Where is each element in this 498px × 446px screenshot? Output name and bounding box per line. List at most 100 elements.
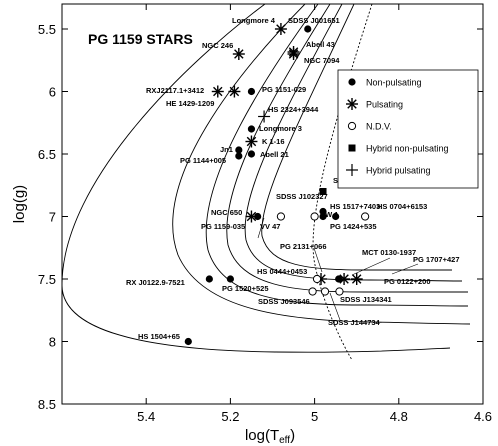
- point-label: NGC 650: [211, 208, 242, 217]
- legend-item: N.D.V.: [347, 121, 392, 132]
- y-tick-label: 8.5: [38, 397, 56, 412]
- x-tick-label: 5.2: [221, 409, 239, 424]
- data-point: [245, 210, 258, 223]
- y-tick-labels: 5.5 6 6.5 7 7.5 8 8.5: [38, 22, 56, 412]
- data-point: [350, 273, 363, 285]
- data-point: [308, 287, 317, 296]
- point-label: K 1-16: [262, 137, 285, 146]
- point-label: PG 1159-035: [201, 222, 245, 231]
- point-label: SDSS J093546: [258, 297, 310, 306]
- legend-marker: [348, 78, 356, 86]
- legend-marker: [346, 98, 358, 110]
- chart-title: PG 1159 STARS: [88, 31, 193, 47]
- data-point: [226, 275, 234, 283]
- legend-label: Pulsating: [366, 100, 403, 110]
- point-label: PG 0122+200: [384, 277, 431, 286]
- x-tick-label: 4.8: [390, 409, 408, 424]
- leader-line: [329, 292, 341, 321]
- data-point: [247, 125, 256, 133]
- data-points: [184, 23, 370, 346]
- point-label: PG 1707+427: [413, 255, 460, 264]
- point-label: SDSS J102327: [276, 192, 328, 201]
- evolutionary-track: [244, 4, 463, 282]
- point-label: HS 1517+7403: [330, 202, 380, 211]
- point-label: HS 2324+3944: [268, 105, 319, 114]
- legend-label: Hybrid non-pulsating: [366, 144, 449, 154]
- point-label: SDSS J001651: [288, 16, 340, 25]
- data-point: [287, 46, 300, 58]
- legend-item: Pulsating: [346, 98, 403, 110]
- leader-line: [391, 263, 419, 275]
- x-tick-label: 5.4: [137, 409, 155, 424]
- y-tick-label: 5.5: [38, 22, 56, 37]
- data-point: [338, 273, 351, 285]
- legend-box: [337, 69, 479, 189]
- point-label: PG 1151-029: [262, 85, 306, 94]
- data-point: [247, 87, 256, 96]
- evolutionary-track: [226, 4, 468, 293]
- point-label: SDSS J144734: [328, 318, 381, 327]
- point-label: Abell 43: [306, 40, 335, 49]
- data-point: [258, 110, 271, 123]
- data-point: [184, 337, 192, 346]
- point-label: Jn1: [220, 145, 233, 154]
- y-axis-label: log(g): [11, 185, 28, 223]
- point-label: Longmore 3: [259, 124, 302, 133]
- point-label: MCT 0130-1937: [362, 248, 416, 257]
- legend-marker: [346, 164, 358, 176]
- point-label: HS 0704+6153: [377, 202, 427, 211]
- point-label: VV 47: [260, 222, 280, 231]
- data-point: [232, 48, 245, 60]
- x-tick-label: 5: [311, 409, 318, 424]
- data-point: [332, 212, 340, 221]
- legend-marker: [347, 121, 357, 131]
- y-tick-label: 7.5: [38, 272, 56, 287]
- y-tick-label: 8: [49, 335, 56, 350]
- point-labels: Longmore 4 SDSS J001651 NGC 246 Abell 43 NGC…: [126, 16, 460, 341]
- label-leaders: [257, 217, 419, 321]
- data-point: [274, 23, 287, 35]
- x-axis-label: log(Teff): [245, 427, 295, 446]
- data-point: [335, 287, 344, 296]
- x-tick-label: 4.6: [474, 409, 492, 424]
- data-point: [235, 146, 243, 154]
- legend-label: N.D.V.: [366, 122, 392, 132]
- point-label: PG 2131+066: [280, 242, 327, 251]
- evolutionary-track: [62, 4, 451, 353]
- point-label: HS 0444+0453: [257, 267, 307, 276]
- point-label: RXJ2117.1+3412: [146, 86, 204, 95]
- data-point: [312, 274, 322, 284]
- legend-item: Hybrid non-pulsating: [348, 144, 449, 154]
- data-point: [319, 207, 327, 216]
- point-label: HS 1504+65: [138, 332, 180, 341]
- data-point: [319, 212, 327, 221]
- data-point: [211, 85, 224, 98]
- y-tick-label: 7: [49, 210, 56, 225]
- data-point: [247, 150, 256, 158]
- evolutionary-track: [261, 4, 452, 271]
- leader-line: [351, 257, 391, 276]
- point-label: IW 1: [323, 210, 338, 219]
- point-label: Abell 21: [260, 150, 289, 159]
- point-label: RX J0122.9-7521: [126, 278, 185, 287]
- legend-label: Hybrid pulsating: [366, 166, 431, 176]
- leader-line: [313, 247, 323, 273]
- data-point: [310, 212, 319, 221]
- point-label: Longmore 4: [232, 16, 276, 25]
- point-label: NGC 7094: [304, 56, 340, 65]
- legend-item: Hybrid pulsating: [346, 164, 431, 176]
- legend-marker: [348, 144, 356, 152]
- legend: Non-pulsating Pulsating N.D.V. Hybrid non-p…: [337, 69, 479, 189]
- y-tick-label: 6: [49, 85, 56, 100]
- point-label: SDSS J134341: [340, 295, 392, 304]
- data-point: [320, 287, 330, 296]
- legend-label: Non-pulsating: [366, 78, 422, 88]
- leader-line: [257, 217, 265, 239]
- data-point: [276, 212, 286, 221]
- data-point: [304, 25, 312, 33]
- data-point: [205, 275, 213, 283]
- evolutionary-tracks: [62, 4, 471, 361]
- y-tick-label: 6.5: [38, 147, 56, 162]
- evolutionary-track: [172, 4, 471, 325]
